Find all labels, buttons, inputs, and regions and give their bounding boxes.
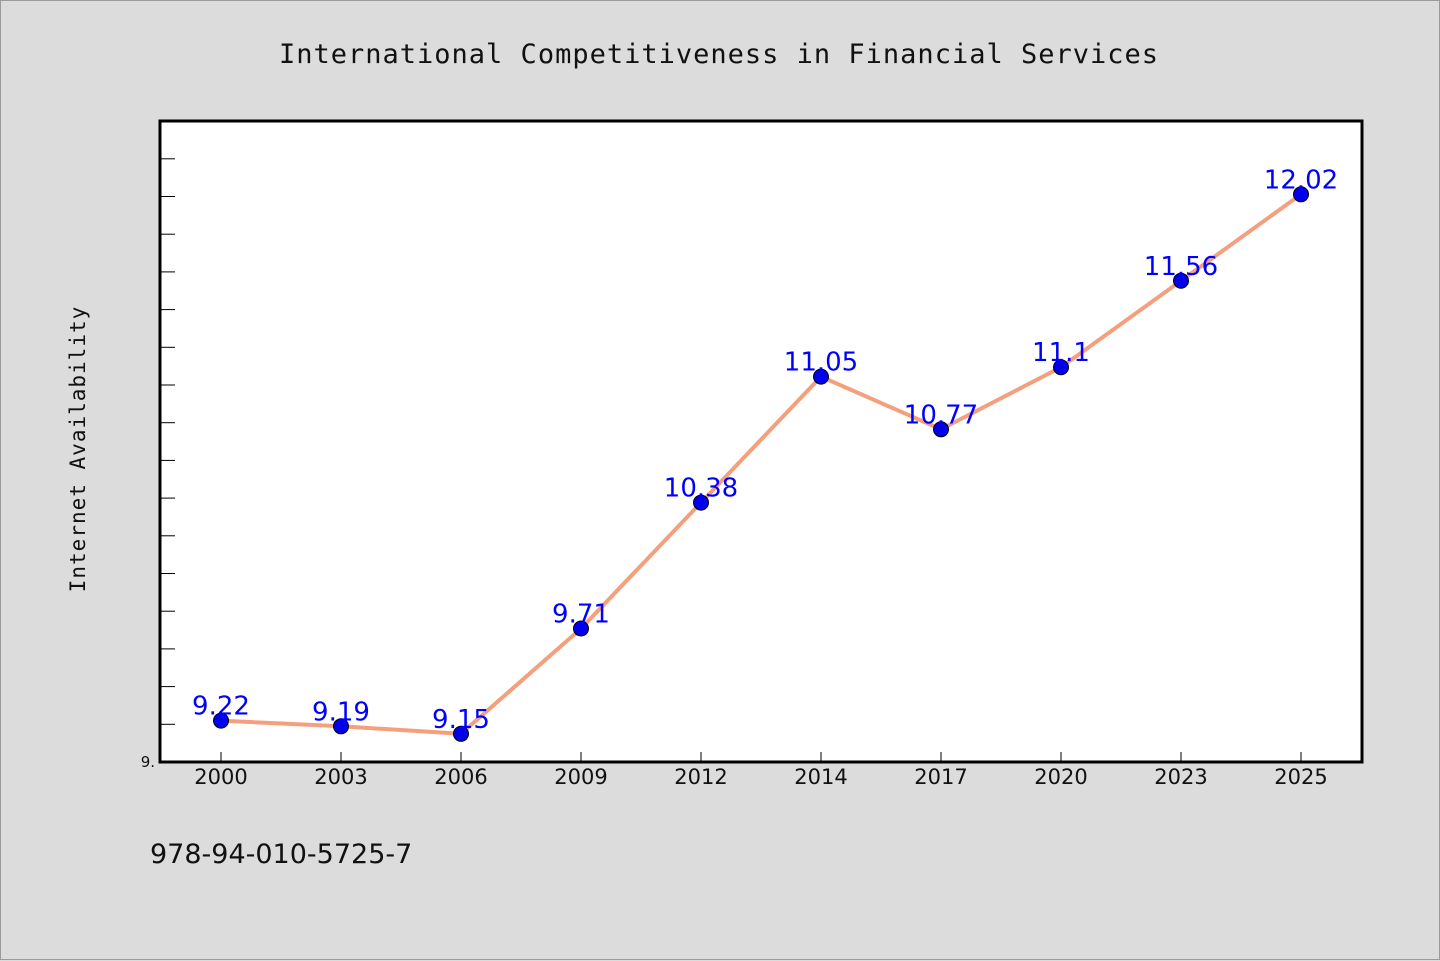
x-tick-label: 2025 [1274,765,1327,789]
data-point [693,494,709,511]
data-labels: 9.22 9.19 9.15 9.71 10.38 11.05 10.77 11.1 11.56… [192,165,1338,734]
data-label: 9.15 [432,705,490,735]
x-tick-label: 2023 [1154,765,1207,789]
y-axis-min-label: 9. [141,753,155,771]
x-tick-label: 2017 [914,765,967,789]
chart-title: International Competitiveness in Financi… [279,39,1159,70]
data-point [813,368,829,385]
x-tick-label: 2003 [314,765,367,789]
data-label: 11.1 [1032,338,1090,368]
x-axis-ticks: 2000 2003 2006 2009 2012 2014 2017 2020 2023 2025 [194,752,1328,789]
data-markers [213,186,1309,742]
y-axis-label: Internet Availability [66,306,90,593]
x-tick-label: 2012 [674,765,727,789]
data-label: 12.02 [1264,165,1338,195]
data-label: 9.19 [312,697,370,727]
isbn-footer: 978-94-010-5725-7 [150,839,412,870]
data-label: 11.05 [784,348,858,378]
data-label: 10.77 [904,400,978,430]
series-line [220,192,1303,736]
data-label: 9.22 [192,692,250,722]
x-tick-label: 2014 [794,765,847,789]
x-tick-label: 2009 [554,765,607,789]
data-point [573,620,589,637]
data-point [933,421,949,438]
x-tick-label: 2000 [194,765,247,789]
x-tick-label: 2006 [434,765,487,789]
x-tick-label: 2020 [1034,765,1087,789]
data-point [1053,359,1069,376]
y-axis-ticks [160,158,175,763]
data-label: 10.38 [664,474,738,504]
data-point [453,725,469,742]
data-point [1293,186,1309,203]
data-label: 11.56 [1144,252,1218,282]
data-point [213,712,229,729]
data-point [333,718,349,735]
data-point [1173,272,1189,289]
data-label: 9.71 [552,600,610,630]
